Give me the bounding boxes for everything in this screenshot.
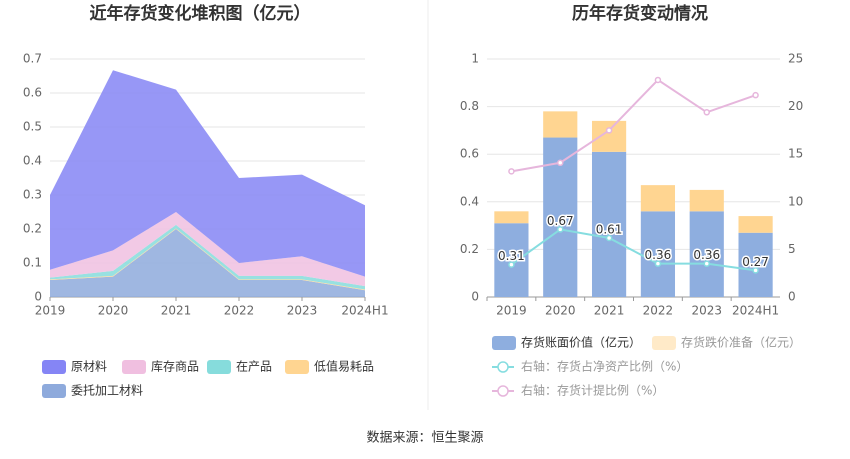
y-tick-label: 0.5 [23, 120, 42, 134]
x-tick-label: 2022 [643, 304, 674, 318]
y2-tick-label: 5 [788, 242, 796, 256]
legend-swatch [652, 336, 676, 350]
line-point [557, 159, 564, 167]
area [50, 224, 365, 290]
area [50, 212, 365, 287]
y2-tick-label: 15 [788, 147, 803, 161]
legend-label: 委托加工材料 [71, 384, 143, 398]
y2-tick-label: 10 [788, 194, 803, 208]
y-tick-label: 1 [471, 52, 479, 66]
x-tick-label: 2023 [691, 304, 722, 318]
bar [591, 151, 627, 297]
data-label: 0.27 [742, 255, 769, 269]
chart-title: 近年存货变化堆积图（亿元） [90, 3, 311, 24]
x-tick-label: 2024H1 [732, 304, 779, 318]
bar [689, 211, 724, 297]
bar [640, 185, 676, 212]
x-tick-label: 2023 [287, 304, 318, 318]
legend-label: 库存商品 [151, 359, 199, 374]
y-tick-label: 0 [34, 290, 42, 304]
chart-title: 历年存货变动情况 [572, 3, 708, 24]
data-label: 0.36 [693, 248, 720, 262]
line [511, 78, 756, 173]
x-tick-label: 2022 [224, 304, 255, 318]
x-tick-label: 2024H1 [341, 304, 388, 318]
y2-tick-label: 0 [788, 290, 796, 304]
legend-marker [497, 361, 509, 373]
area [50, 70, 365, 277]
data-label: 0.31 [498, 249, 525, 263]
line-point [557, 226, 564, 233]
legend-label: 低值易耗品 [314, 359, 374, 374]
bar [494, 211, 529, 224]
legend-swatch [285, 360, 309, 374]
y-tick-label: 0.6 [460, 147, 479, 161]
x-tick-label: 2019 [35, 304, 66, 318]
bar [689, 189, 724, 212]
line-point [605, 234, 613, 242]
line [510, 228, 756, 272]
line-point [605, 127, 613, 134]
y-tick-label: 0.6 [23, 86, 42, 100]
bar [640, 211, 676, 297]
y-tick-label: 0.2 [460, 242, 479, 256]
y-tick-label: 0.3 [23, 188, 42, 202]
bar [738, 232, 773, 297]
legend-label: 存货跌价准备（亿元） [681, 335, 801, 350]
legend-label: 存货账面价值（亿元） [521, 335, 641, 350]
bar [494, 223, 529, 297]
x-tick-label: 2021 [161, 304, 192, 318]
bar [591, 120, 627, 152]
legend-label: 原材料 [71, 360, 107, 374]
x-tick-label: 2020 [545, 304, 576, 318]
line-point [508, 261, 515, 268]
bar [543, 111, 578, 138]
line-point [703, 109, 710, 116]
y2-tick-label: 20 [788, 99, 803, 113]
legend-swatch [42, 360, 66, 374]
y-tick-label: 0.4 [460, 194, 479, 208]
source: 数据来源：恒生聚源 [366, 431, 483, 446]
y-tick-label: 0.1 [23, 256, 42, 270]
data-label: 0.67 [547, 214, 574, 228]
y-tick-label: 0.2 [23, 222, 42, 236]
line-point [752, 267, 759, 274]
legend-label: 右轴：存货计提比例（%） [521, 383, 664, 398]
y-tick-label: 0 [471, 290, 479, 304]
line-point [654, 76, 662, 84]
line-point [752, 91, 759, 99]
x-tick-label: 2021 [594, 304, 625, 318]
x-tick-label: 2019 [496, 304, 527, 318]
line-point [703, 260, 710, 267]
legend-marker [497, 385, 509, 397]
line-point [654, 260, 662, 267]
bar [738, 216, 773, 233]
y-tick-label: 0.7 [23, 52, 42, 66]
line-point [508, 168, 515, 175]
legend-label: 在产品 [236, 360, 272, 374]
data-label: 0.61 [596, 222, 623, 236]
legend-label: 右轴：存货占净资产比例（%） [521, 359, 688, 374]
x-tick-label: 2020 [98, 304, 129, 318]
legend-swatch [122, 360, 146, 374]
legend-swatch [492, 336, 516, 350]
legend-swatch [42, 384, 66, 398]
y-tick-label: 0.8 [460, 99, 479, 113]
data-label: 0.36 [645, 248, 672, 262]
legend-swatch [207, 360, 231, 374]
y-tick-label: 0.4 [23, 154, 42, 168]
y2-tick-label: 25 [788, 52, 803, 66]
